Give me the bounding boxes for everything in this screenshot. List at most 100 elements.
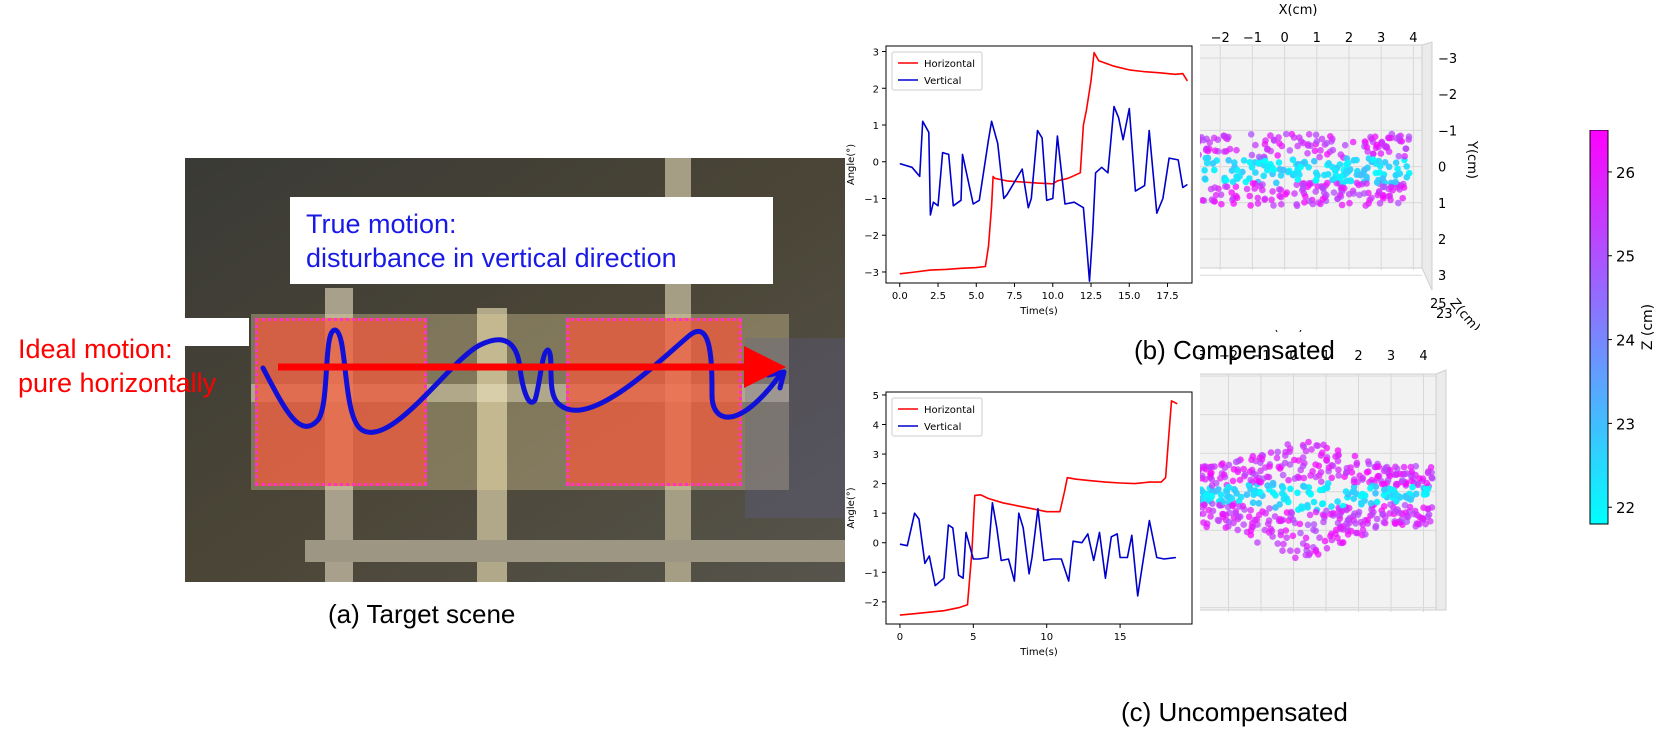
z-tick-label: 25 — [1430, 297, 1447, 312]
scatter-point — [1324, 179, 1331, 187]
scatter-point — [1381, 183, 1388, 191]
scatter-point — [1292, 554, 1299, 562]
scatter-point — [1368, 135, 1375, 143]
scatter-point — [1335, 466, 1342, 474]
scatter-point — [1265, 517, 1273, 524]
scatter-point — [1254, 194, 1262, 202]
x-tick-label: 3 — [1387, 349, 1395, 364]
legend-label-horizontal: Horizontal — [924, 59, 975, 70]
scatter-point — [1233, 146, 1240, 154]
scatter-point — [1267, 525, 1275, 533]
z-tick-label: 23 — [1436, 307, 1453, 322]
scatter-point — [1219, 460, 1226, 467]
x-tick-label: 17.5 — [1156, 291, 1178, 302]
scatter-point — [1350, 495, 1357, 502]
scatter-point — [1252, 169, 1259, 176]
scatter-point — [1392, 172, 1400, 179]
x-tick-label: 0.0 — [892, 291, 908, 302]
y-tick-label: 1 — [873, 121, 879, 132]
scatter-point — [1256, 182, 1264, 190]
scatter-point — [1373, 498, 1381, 506]
scatter-point — [1328, 503, 1335, 510]
z-colorbar: 22 23 24 25 26 Z (cm) — [1589, 130, 1656, 525]
scatter-point — [1257, 479, 1265, 486]
scatter-point — [1401, 153, 1408, 160]
x-tick-label: 15 — [1114, 632, 1127, 643]
colorbar-tick-label: 23 — [1616, 415, 1635, 433]
scatter-point — [1309, 468, 1316, 475]
scatter-point — [1209, 487, 1217, 495]
x-tick-label: 2 — [1345, 31, 1353, 46]
scatter-point — [1287, 547, 1294, 554]
scatter-point — [1406, 503, 1414, 511]
scatter-point — [1289, 532, 1297, 540]
scatter-point — [1278, 517, 1285, 524]
y-tick-label: 4 — [873, 421, 879, 432]
scatter-point — [1318, 183, 1325, 190]
scatter-point — [1372, 490, 1379, 497]
x-axis-label: Time(s) — [1019, 306, 1058, 317]
scatter-points — [1200, 438, 1436, 562]
scatter-point — [1400, 463, 1408, 471]
true-motion-label-box: True motion: disturbance in vertical dir… — [290, 197, 773, 284]
scatter-point — [1248, 456, 1255, 464]
pane-side — [1421, 41, 1433, 291]
scatter-point — [1203, 159, 1211, 167]
pane-back — [1200, 44, 1423, 269]
scatter-point — [1229, 502, 1236, 510]
scatter-point — [1392, 159, 1400, 166]
scatter-point — [1232, 458, 1240, 466]
scatter-point — [1310, 521, 1318, 528]
scatter-point — [1296, 134, 1303, 141]
scatter-point — [1241, 471, 1249, 478]
scatter-point — [1323, 484, 1330, 491]
scatter-point — [1312, 546, 1320, 554]
scatter-point — [1225, 157, 1232, 164]
x-tick-label: −1 — [1243, 31, 1262, 46]
scatter-point — [1350, 190, 1357, 197]
scatter-point — [1235, 513, 1242, 520]
scatter-point — [1210, 134, 1218, 142]
colorbar-gradient — [1589, 130, 1609, 525]
scatter-point — [1328, 536, 1336, 544]
scatter-point — [1372, 522, 1380, 530]
pane-side — [1435, 369, 1447, 611]
scatter-point — [1251, 185, 1258, 192]
scatter-point — [1303, 543, 1311, 550]
scatter-point — [1293, 181, 1301, 188]
scatter-point — [1316, 534, 1323, 541]
true-motion-title: True motion: — [306, 209, 457, 239]
scatter-point — [1312, 169, 1320, 177]
scatter-point — [1218, 200, 1225, 208]
scatter-point — [1283, 509, 1291, 516]
scatter-point — [1248, 151, 1256, 159]
scatter-point — [1330, 189, 1338, 196]
scatter-point — [1208, 482, 1216, 489]
scatter-point — [1200, 487, 1205, 495]
scatter-point — [1424, 505, 1432, 513]
scatter-point — [1318, 135, 1326, 143]
scatter-points — [1200, 130, 1413, 210]
legend: Horizontal Vertical — [891, 397, 983, 437]
scatter-point — [1255, 500, 1263, 507]
scatter-point — [1222, 134, 1230, 142]
scatter-point — [1279, 490, 1286, 497]
x-axis-label: Time(s) — [1019, 647, 1058, 658]
scatter-point — [1280, 540, 1287, 548]
scatter-point — [1362, 531, 1369, 538]
scatter-point — [1276, 140, 1283, 147]
scatter-point — [1302, 447, 1310, 455]
x-tick-label: −2 — [1219, 349, 1238, 364]
scatter-point — [1264, 163, 1271, 170]
y-tick-label: 3 — [873, 450, 879, 461]
scatter-point — [1382, 143, 1389, 151]
scatter-point — [1289, 156, 1297, 163]
scatter-point — [1221, 148, 1228, 155]
scatter-point — [1422, 520, 1429, 528]
scatter-point — [1277, 172, 1285, 179]
scatter-point — [1385, 148, 1393, 155]
scatter-point — [1321, 537, 1329, 545]
true-motion-description: disturbance in vertical direction — [306, 243, 677, 273]
x-tick-label: 3 — [1377, 31, 1385, 46]
